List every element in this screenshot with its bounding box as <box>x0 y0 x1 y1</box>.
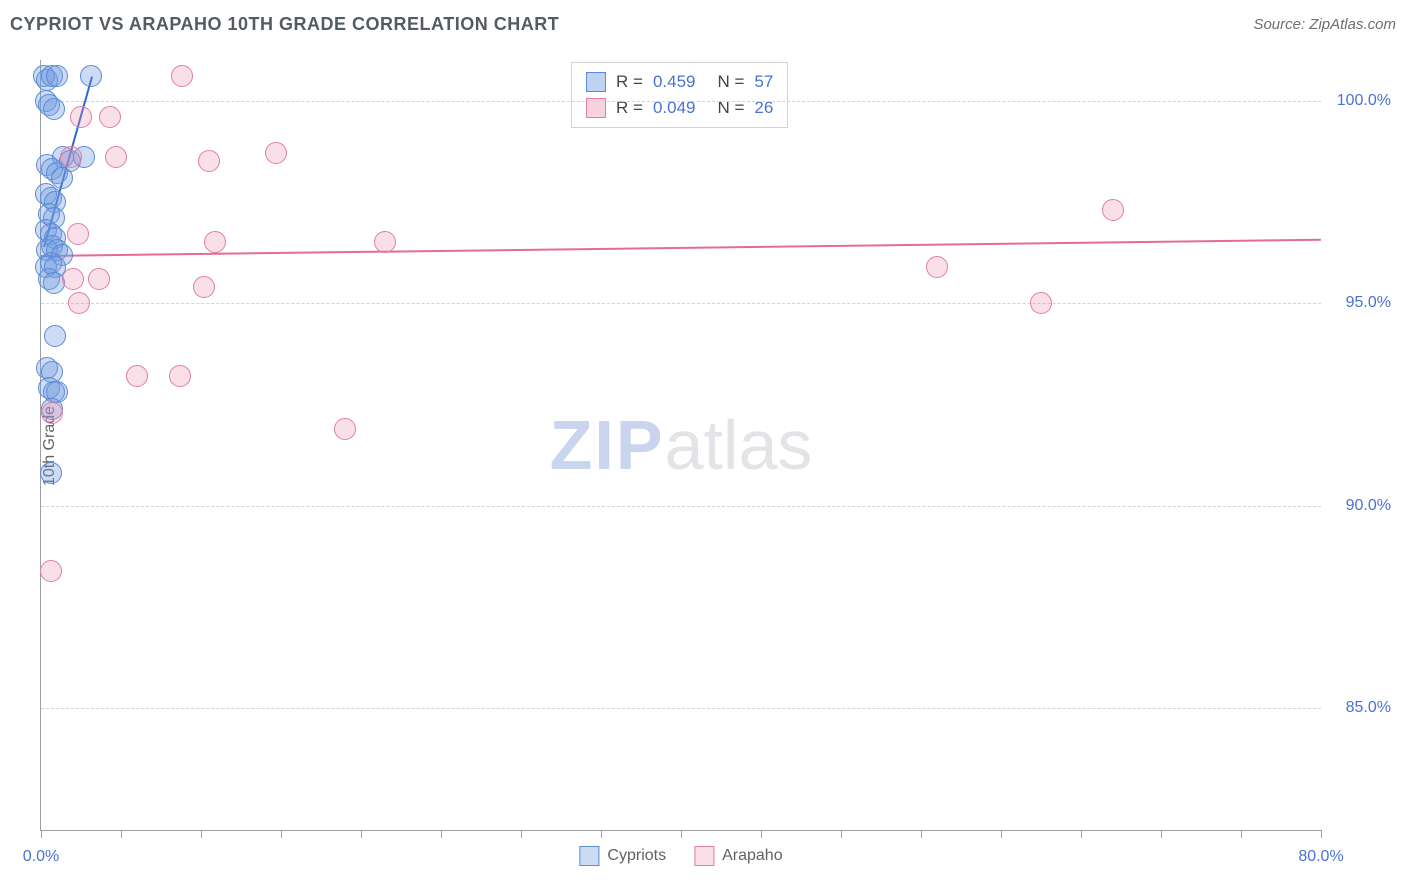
data-point <box>51 167 73 189</box>
data-point <box>169 365 191 387</box>
data-point <box>1102 199 1124 221</box>
x-tick-label: 80.0% <box>1298 848 1343 866</box>
gridline <box>41 101 1321 102</box>
data-point <box>40 462 62 484</box>
data-point <box>46 65 68 87</box>
data-point <box>60 146 82 168</box>
legend-r-value: 0.459 <box>653 69 696 95</box>
legend-row: R = 0.049 N = 26 <box>586 95 773 121</box>
legend-swatch <box>586 72 606 92</box>
data-point <box>70 106 92 128</box>
gridline <box>41 506 1321 507</box>
gridline <box>41 303 1321 304</box>
x-tick <box>521 830 522 838</box>
legend-n-label: N = <box>717 69 744 95</box>
legend-swatch <box>579 846 599 866</box>
legend-n-label: N = <box>717 95 744 121</box>
legend-r-label: R = <box>616 95 643 121</box>
x-tick <box>41 830 42 838</box>
legend-statistics: R = 0.459 N = 57 R = 0.049 N = 26 <box>571 62 788 128</box>
x-tick-label: 0.0% <box>23 848 59 866</box>
x-tick <box>1001 830 1002 838</box>
data-point <box>40 560 62 582</box>
data-point <box>41 402 63 424</box>
data-point <box>193 276 215 298</box>
x-tick <box>361 830 362 838</box>
legend-series: Cypriots Arapaho <box>579 846 782 866</box>
data-point <box>80 65 102 87</box>
x-tick <box>1161 830 1162 838</box>
watermark-zip: ZIP <box>550 406 665 484</box>
gridline <box>41 708 1321 709</box>
watermark-atlas: atlas <box>665 406 813 484</box>
data-point <box>99 106 121 128</box>
x-tick <box>601 830 602 838</box>
x-tick <box>441 830 442 838</box>
data-point <box>1030 292 1052 314</box>
x-tick <box>761 830 762 838</box>
y-tick-label: 100.0% <box>1337 92 1391 110</box>
x-tick <box>201 830 202 838</box>
source-label: Source: ZipAtlas.com <box>1253 16 1396 33</box>
legend-row: R = 0.459 N = 57 <box>586 69 773 95</box>
data-point <box>67 223 89 245</box>
legend-series-name: Cypriots <box>607 847 666 865</box>
data-point <box>68 292 90 314</box>
x-tick <box>841 830 842 838</box>
plot-area: ZIPatlas R =0.459N =57R =0.049N =26 Cypr… <box>40 60 1321 831</box>
x-tick <box>281 830 282 838</box>
data-point <box>105 146 127 168</box>
data-point <box>43 98 65 120</box>
legend-r-label: R = <box>616 69 643 95</box>
watermark: ZIPatlas <box>550 405 813 485</box>
x-tick <box>1081 830 1082 838</box>
y-tick-label: 85.0% <box>1346 699 1391 717</box>
trend-line <box>41 238 1321 256</box>
x-tick <box>121 830 122 838</box>
legend-r-value: 0.049 <box>653 95 696 121</box>
x-tick <box>921 830 922 838</box>
data-point <box>62 268 84 290</box>
x-tick <box>681 830 682 838</box>
data-point <box>126 365 148 387</box>
x-tick <box>1321 830 1322 838</box>
data-point <box>204 231 226 253</box>
legend-item: Arapaho <box>694 846 783 866</box>
legend-series-name: Arapaho <box>722 847 783 865</box>
data-point <box>198 150 220 172</box>
y-tick-label: 90.0% <box>1346 497 1391 515</box>
data-point <box>44 325 66 347</box>
legend-n-value: 26 <box>754 95 773 121</box>
data-point <box>334 418 356 440</box>
data-point <box>926 256 948 278</box>
legend-n-value: 57 <box>754 69 773 95</box>
x-tick <box>1241 830 1242 838</box>
data-point <box>265 142 287 164</box>
legend-item: Cypriots <box>579 846 666 866</box>
data-point <box>88 268 110 290</box>
chart-title: CYPRIOT VS ARAPAHO 10TH GRADE CORRELATIO… <box>10 14 559 35</box>
y-tick-label: 95.0% <box>1346 294 1391 312</box>
data-point <box>171 65 193 87</box>
legend-swatch <box>694 846 714 866</box>
data-point <box>374 231 396 253</box>
